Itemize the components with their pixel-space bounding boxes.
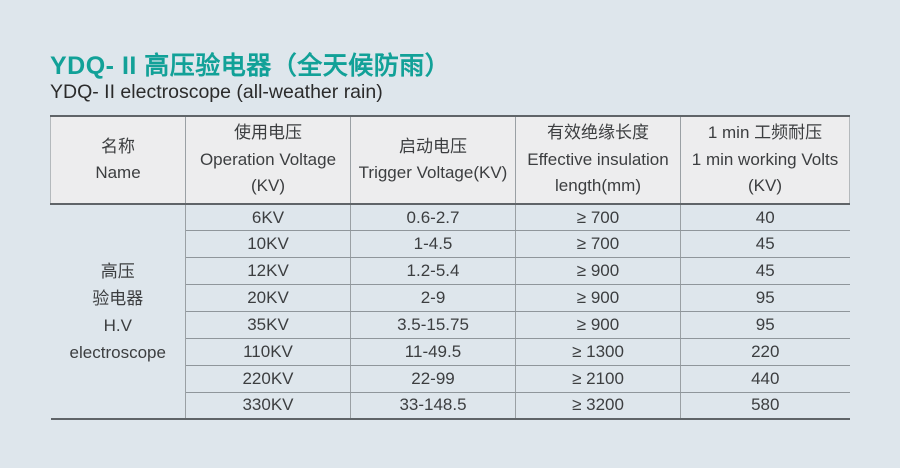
- header-row: 名称 Name 使用电压 Operation Voltage (KV) 启动电压…: [50, 116, 850, 205]
- column-header-working-volts-en: 1 min working Volts (KV): [691, 149, 839, 196]
- insulation-length-cell: ≥ 900: [515, 311, 681, 339]
- trigger-voltage-cell: 1.2-5.4: [350, 257, 516, 286]
- column-header-insulation-length-en: Effective insulation length(mm): [527, 149, 669, 196]
- table-row: 35KV 3.5-15.75 ≥ 900 95: [51, 311, 850, 339]
- column-header-working-volts-zh: 1 min 工频耐压: [707, 123, 823, 143]
- product-name-line-en-1: H.V: [103, 315, 132, 335]
- working-volts-cell: 40: [680, 204, 850, 232]
- trigger-voltage-cell: 11-49.5: [350, 338, 516, 366]
- column-header-name: 名称 Name: [50, 116, 186, 205]
- trigger-voltage-cell: 0.6-2.7: [350, 204, 516, 232]
- column-header-operation-voltage-zh: 使用电压: [234, 123, 302, 143]
- spec-table-header: 名称 Name 使用电压 Operation Voltage (KV) 启动电压…: [50, 116, 850, 205]
- insulation-length-cell: ≥ 700: [515, 230, 681, 259]
- working-volts-cell: 95: [680, 311, 850, 339]
- operation-voltage-cell: 35KV: [185, 311, 351, 339]
- operation-voltage-cell: 330KV: [185, 392, 351, 420]
- trigger-voltage-cell: 3.5-15.75: [350, 311, 516, 339]
- table-row: 110KV 11-49.5 ≥ 1300 220: [51, 338, 850, 366]
- column-header-name-zh: 名称: [101, 136, 135, 156]
- table-row: 高压 验电器 H.V electroscope 6KV 0.6-2.7 ≥ 70…: [50, 204, 850, 420]
- column-header-working-volts: 1 min 工频耐压 1 min working Volts (KV): [680, 116, 850, 205]
- table-row: 12KV 1.2-5.4 ≥ 900 45: [51, 257, 850, 286]
- trigger-voltage-cell: 22-99: [350, 365, 516, 393]
- trigger-voltage-cell: 1-4.5: [350, 230, 516, 259]
- product-name-line-zh-2: 验电器: [92, 288, 144, 308]
- column-header-trigger-voltage-en: Trigger Voltage(KV): [358, 163, 508, 182]
- working-volts-cell: 45: [680, 257, 850, 286]
- column-header-trigger-voltage-zh: 启动电压: [399, 136, 467, 156]
- table-row: 220KV 22-99 ≥ 2100 440: [51, 365, 850, 393]
- operation-voltage-cell: 220KV: [185, 365, 351, 393]
- insulation-length-cell: ≥ 2100: [515, 365, 681, 393]
- operation-voltage-cell: 110KV: [185, 338, 351, 366]
- operation-voltage-cell: 6KV: [185, 204, 351, 232]
- column-header-name-en: Name: [95, 163, 141, 182]
- insulation-length-cell: ≥ 1300: [515, 338, 681, 366]
- operation-voltage-cell: 20KV: [185, 284, 351, 313]
- working-volts-cell: 45: [680, 230, 850, 259]
- working-volts-cell: 580: [751, 395, 780, 415]
- column-header-trigger-voltage: 启动电压 Trigger Voltage(KV): [350, 116, 516, 205]
- product-name-line-en-2: electroscope: [69, 342, 166, 362]
- working-volts-cell: 220: [680, 338, 850, 366]
- working-volts-cell: 440: [680, 365, 850, 393]
- page-title: YDQ- II 高压验电器（全天候防雨）: [50, 52, 451, 80]
- column-header-insulation-length: 有效绝缘长度 Effective insulation length(mm): [515, 116, 681, 205]
- insulation-length-cell: ≥ 3200: [515, 392, 681, 420]
- working-volts-cell: 95: [680, 284, 850, 313]
- operation-voltage-cell: 10KV: [185, 230, 351, 259]
- trigger-voltage-cell: 2-9: [350, 284, 516, 313]
- product-name-line-zh-1: 高压: [100, 261, 135, 281]
- table-row: 20KV 2-9 ≥ 900 95: [51, 284, 850, 313]
- spec-table-body: 高压 验电器 H.V electroscope 6KV 0.6-2.7 ≥ 70…: [50, 204, 850, 420]
- column-header-operation-voltage: 使用电压 Operation Voltage (KV): [185, 116, 351, 205]
- page-subtitle: YDQ- II electroscope (all-weather rain): [50, 81, 383, 103]
- insulation-length-cell: ≥ 700: [515, 204, 681, 232]
- column-header-operation-voltage-en: Operation Voltage (KV): [199, 149, 337, 196]
- insulation-length-cell: ≥ 900: [515, 257, 681, 286]
- column-header-insulation-length-zh: 有效绝缘长度: [547, 123, 649, 143]
- table-row: 10KV 1-4.5 ≥ 700 45: [51, 230, 850, 259]
- operation-voltage-cell: 12KV: [185, 257, 351, 286]
- spec-table: 名称 Name 使用电压 Operation Voltage (KV) 启动电压…: [50, 115, 850, 421]
- product-name-cell: 高压 验电器 H.V electroscope: [50, 204, 186, 420]
- table-row: 330KV 33-148.5 ≥ 3200 580: [51, 392, 850, 420]
- insulation-length-cell: ≥ 900: [515, 284, 681, 313]
- trigger-voltage-cell: 33-148.5: [350, 392, 516, 420]
